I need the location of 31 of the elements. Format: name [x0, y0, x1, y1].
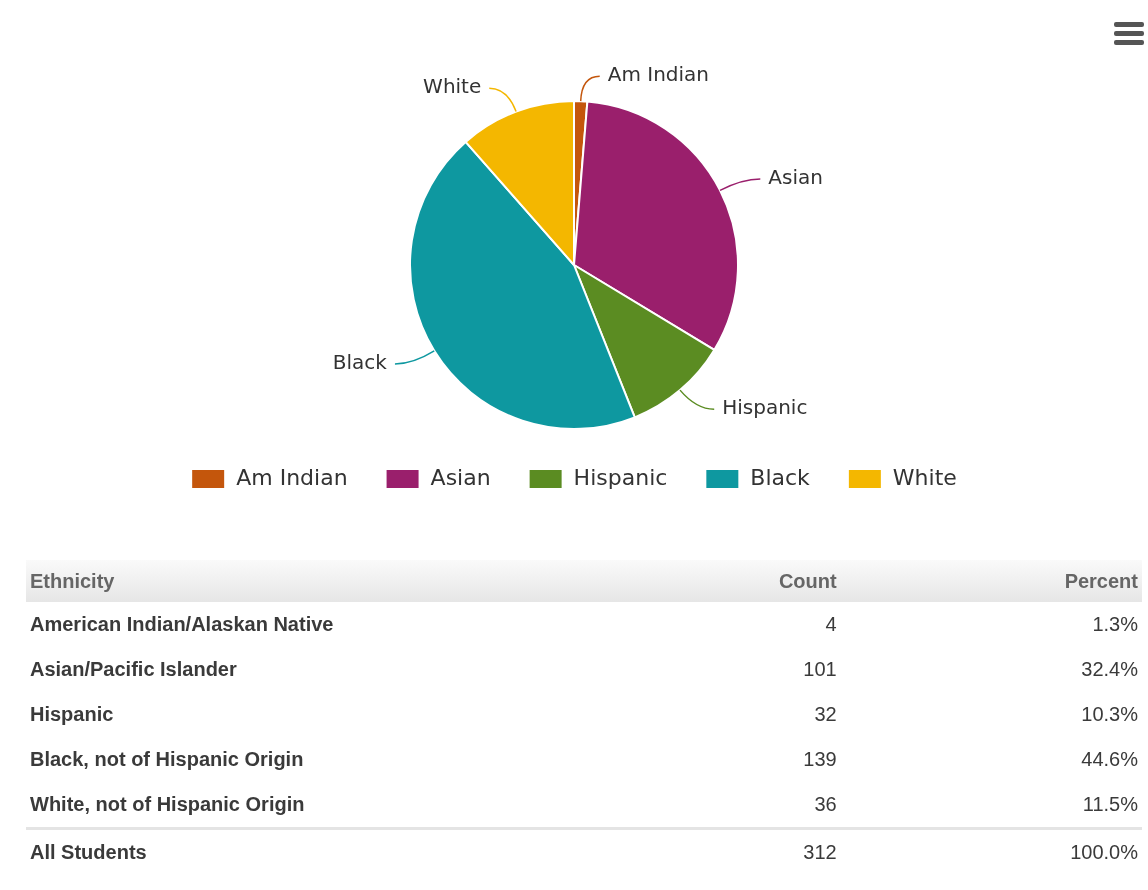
text: American Indian/Alaskan Native: [29, 612, 335, 637]
text: Asian/Pacific Islander: [29, 657, 238, 682]
slice-label: Am Indian: [607, 62, 709, 87]
text: Percent: [840, 560, 1142, 602]
slice-label: Hispanic: [722, 395, 808, 420]
legend-label: Asian: [430, 464, 491, 490]
text: Ethnicity: [26, 560, 696, 602]
text: Black, not of Hispanic Origin: [29, 747, 305, 772]
text: Count: [695, 560, 841, 602]
text: 100.0%: [840, 828, 1142, 875]
text: 32.4%: [1080, 657, 1139, 682]
text: 10.3%: [1080, 702, 1139, 727]
legend-label: Black: [750, 464, 811, 490]
slice-label: White: [423, 74, 482, 99]
text: 101: [802, 657, 838, 682]
text: White, not of Hispanic Origin: [29, 792, 306, 817]
text: All Students: [26, 828, 696, 875]
text: 36: [813, 792, 838, 817]
text: 32: [813, 702, 838, 727]
legend-label: Am Indian: [236, 464, 348, 490]
text: 4: [824, 612, 838, 637]
text: Hispanic: [29, 702, 115, 727]
text: 312: [695, 828, 841, 875]
slice-label: Asian: [768, 165, 823, 190]
legend-label: White: [892, 464, 957, 490]
text: 44.6%: [1080, 747, 1139, 772]
text: 11.5%: [1081, 792, 1139, 817]
text: 1.3%: [1091, 612, 1139, 637]
text: 139: [802, 747, 838, 772]
legend-label: Hispanic: [573, 464, 668, 490]
slice-label: Black: [332, 350, 388, 375]
